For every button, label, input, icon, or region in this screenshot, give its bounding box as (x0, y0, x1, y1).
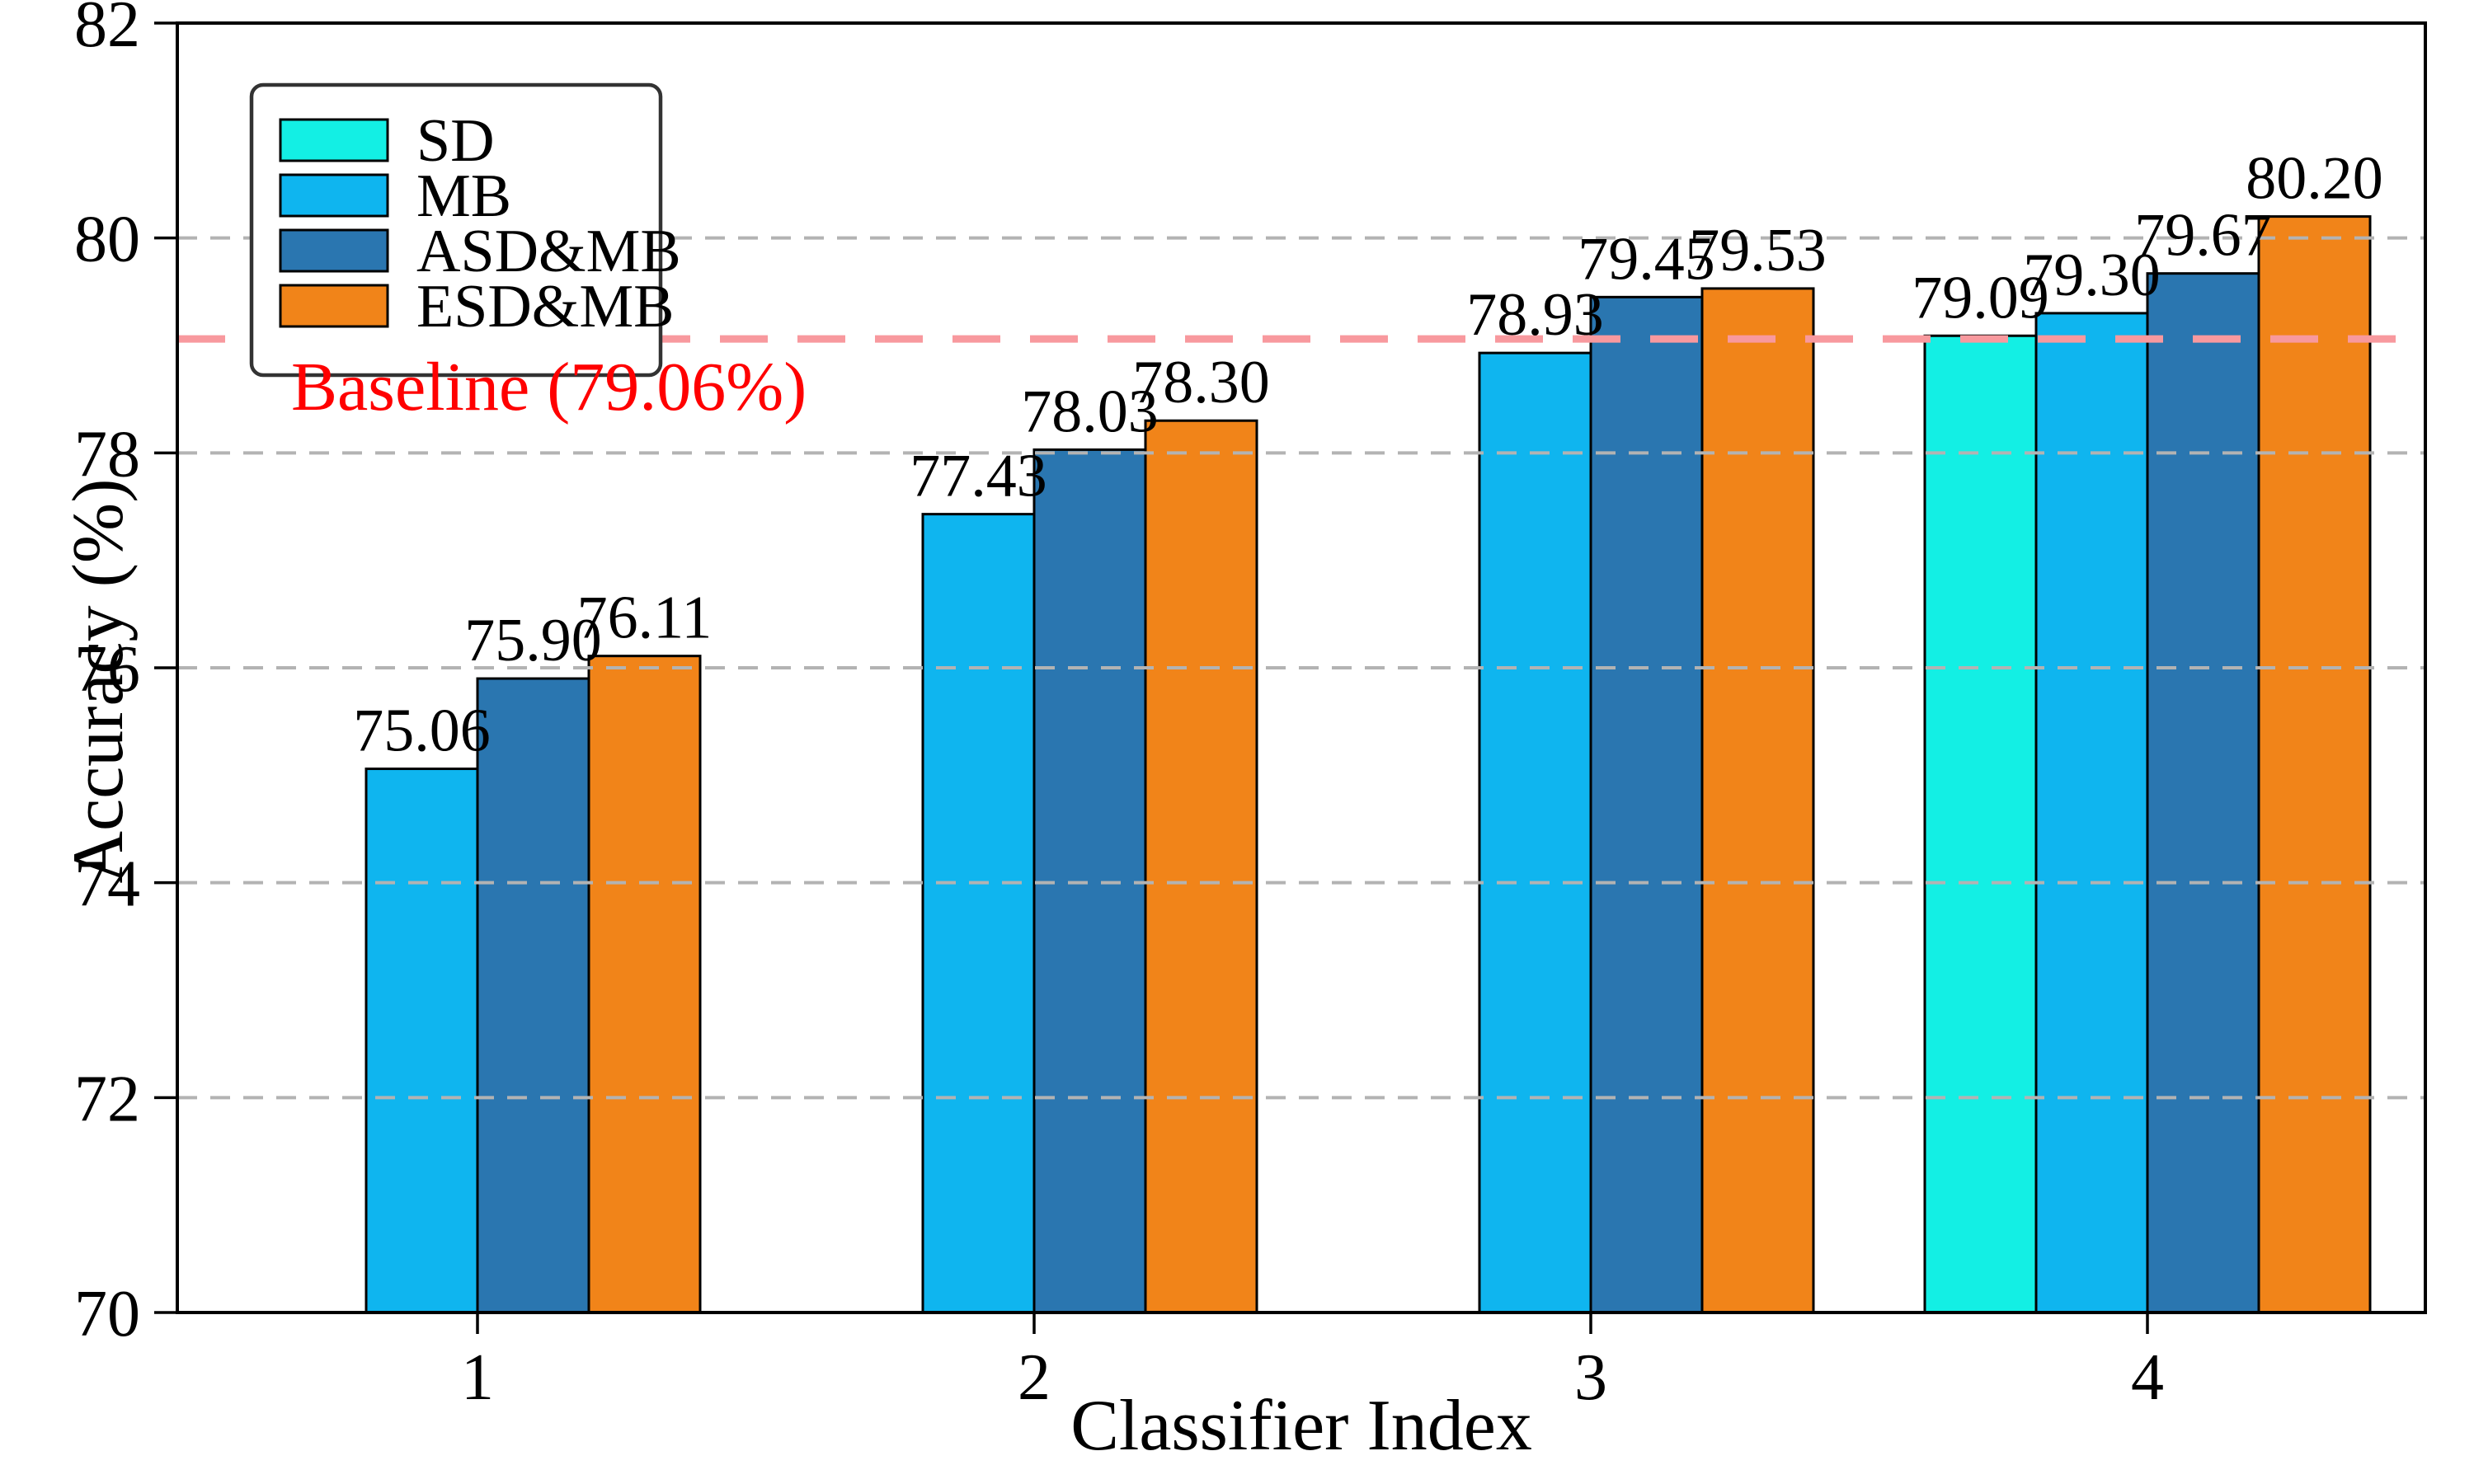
legend-label: MB (416, 162, 511, 230)
bar-value-label: 75.06 (353, 697, 491, 765)
bar-esdandmb-group3 (1700, 287, 1815, 1314)
bar-mb-group2 (921, 513, 1036, 1314)
bar-value-label: 76.11 (577, 585, 713, 652)
bar-asdandmb-group4 (2146, 272, 2260, 1314)
x-tick-label: 3 (1574, 1341, 1607, 1414)
bar-asdandmb-group1 (476, 677, 590, 1314)
bar-value-label: 75.90 (464, 607, 602, 674)
bar-esdandmb-group1 (587, 655, 702, 1314)
legend-swatch-mb (279, 173, 389, 218)
bar-esdandmb-group2 (1144, 419, 1258, 1314)
bar-value-label: 79.53 (1689, 217, 1827, 284)
bar-esdandmb-group4 (2257, 215, 2372, 1314)
y-tick-label: 72 (74, 1063, 140, 1135)
bar-asdandmb-group3 (1589, 295, 1704, 1314)
y-tick-label: 78 (74, 418, 140, 491)
x-tick-label: 1 (461, 1341, 494, 1414)
bar-value-label: 78.30 (1132, 349, 1270, 416)
x-tick-label: 4 (2131, 1341, 2164, 1414)
y-tick-label: 70 (74, 1278, 140, 1350)
y-tick-label: 74 (74, 848, 140, 921)
legend-label: ESD&MB (416, 273, 675, 340)
bar-sd-group4 (1923, 334, 2038, 1314)
legend-label: ASD&MB (416, 218, 681, 285)
bar-mb-group3 (1478, 351, 1592, 1314)
baseline-label: Baseline (79.06%) (291, 349, 807, 425)
y-tick-label: 80 (74, 204, 140, 276)
bar-value-label: 79.30 (2023, 242, 2161, 309)
bar-mb-group4 (2034, 312, 2149, 1314)
y-axis-title: Accuracy (%) (59, 478, 139, 883)
y-tick-label: 82 (74, 0, 140, 61)
x-axis-title: Classifier Index (1070, 1386, 1532, 1466)
legend-swatch-esdandmb (279, 284, 389, 328)
bar-value-label: 77.43 (910, 443, 1047, 510)
bar-mb-group1 (365, 768, 479, 1314)
bar-value-label: 79.45 (1578, 225, 1715, 293)
legend-swatch-sd (279, 118, 389, 162)
bar-value-label: 80.20 (2246, 145, 2383, 213)
legend-label: SD (416, 107, 495, 175)
legend-swatch-asdandmb (279, 228, 389, 273)
bar-value-label: 78.03 (1021, 378, 1159, 445)
y-tick-label: 76 (74, 633, 140, 706)
bar-value-label: 78.93 (1466, 281, 1604, 349)
bar-value-label: 79.67 (2134, 202, 2272, 270)
bar-value-label: 79.09 (1912, 264, 2049, 331)
x-tick-label: 2 (1018, 1341, 1051, 1414)
